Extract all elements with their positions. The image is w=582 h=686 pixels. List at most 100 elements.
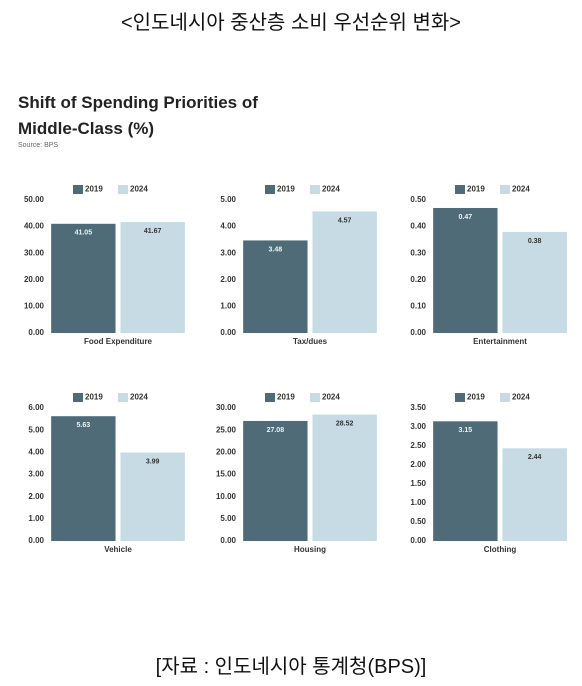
bar: [433, 421, 498, 541]
y-tick-label: 1.00: [410, 498, 426, 507]
value-label: 3.48: [269, 246, 283, 253]
legend-swatch: [455, 393, 465, 402]
bar: [120, 452, 185, 541]
legend-swatch: [500, 393, 510, 402]
legend-swatch: [73, 393, 83, 402]
y-tick-label: 30.00: [216, 403, 237, 412]
bar: [51, 223, 116, 333]
y-tick-label: 0.50: [410, 517, 426, 526]
value-label: 2.44: [528, 454, 542, 461]
legend-label: 2024: [322, 185, 340, 194]
source: Source: BPS: [18, 142, 59, 149]
y-tick-label: 0.00: [220, 536, 236, 545]
y-tick-label: 0.20: [410, 275, 426, 284]
y-tick-label: 3.00: [410, 422, 426, 431]
y-tick-label: 0.30: [410, 248, 426, 257]
legend-label: 2019: [85, 185, 103, 194]
y-tick-label: 0.40: [410, 222, 426, 231]
x-tick-label: Entertainment: [473, 337, 527, 346]
value-label: 4.57: [338, 217, 352, 224]
y-tick-label: 4.00: [220, 222, 236, 231]
y-tick-label: 2.00: [410, 460, 426, 469]
legend-swatch: [118, 393, 128, 402]
y-tick-label: 5.00: [220, 514, 236, 523]
bar: [243, 240, 308, 333]
value-label: 27.08: [267, 427, 285, 434]
value-label: 3.15: [459, 427, 473, 434]
value-label: 41.05: [75, 230, 93, 237]
y-tick-label: 40.00: [24, 222, 45, 231]
legend-label: 2019: [277, 185, 295, 194]
y-tick-label: 25.00: [216, 425, 237, 434]
y-tick-label: 0.00: [220, 328, 236, 337]
legend-label: 2024: [512, 185, 530, 194]
bar: [502, 448, 567, 541]
legend-label: 2024: [130, 185, 148, 194]
y-tick-label: 15.00: [216, 470, 237, 479]
y-tick-label: 0.00: [28, 328, 44, 337]
y-tick-label: 0.00: [410, 328, 426, 337]
legend-swatch: [118, 185, 128, 194]
bar: [502, 231, 567, 333]
bar: [312, 211, 377, 333]
y-tick-label: 0.00: [410, 536, 426, 545]
value-label: 3.99: [146, 458, 160, 465]
chart-title: Shift of Spending Priorities of Middle-C…: [18, 93, 258, 138]
y-tick-label: 10.00: [216, 492, 237, 501]
value-label: 0.38: [528, 238, 542, 245]
y-tick-label: 30.00: [24, 248, 45, 257]
y-tick-label: 0.50: [410, 195, 426, 204]
value-label: 5.63: [77, 422, 91, 429]
legend-swatch: [73, 185, 83, 194]
value-label: 28.52: [336, 420, 354, 427]
x-tick-label: Tax/dues: [293, 337, 328, 346]
bar: [312, 414, 377, 541]
legend-swatch: [500, 185, 510, 194]
legend-label: 2024: [130, 393, 148, 402]
x-tick-label: Food Expenditure: [84, 337, 153, 346]
x-tick-label: Housing: [294, 545, 326, 554]
x-tick-label: Clothing: [484, 545, 517, 554]
legend-label: 2019: [467, 185, 485, 194]
value-label: 0.47: [459, 214, 473, 221]
legend-label: 2019: [277, 393, 295, 402]
x-tick-label: Vehicle: [104, 545, 132, 554]
y-tick-label: 2.50: [410, 441, 426, 450]
y-tick-label: 3.00: [220, 248, 236, 257]
y-tick-label: 3.00: [28, 470, 44, 479]
bar: [51, 416, 116, 541]
legend-swatch: [265, 393, 275, 402]
y-tick-label: 50.00: [24, 195, 45, 204]
page-title: <인도네시아 중산층 소비 우선순위 변화>: [121, 12, 461, 34]
y-tick-label: 5.00: [220, 195, 236, 204]
y-tick-label: 1.50: [410, 479, 426, 488]
y-tick-label: 2.00: [28, 492, 44, 501]
y-tick-label: 10.00: [24, 302, 45, 311]
legend-label: 2024: [322, 393, 340, 402]
legend-label: 2019: [467, 393, 485, 402]
y-tick-label: 0.10: [410, 302, 426, 311]
legend-swatch: [310, 185, 320, 194]
y-tick-label: 2.00: [220, 275, 236, 284]
legend-swatch: [455, 185, 465, 194]
y-tick-label: 20.00: [216, 447, 237, 456]
y-tick-label: 3.50: [410, 403, 426, 412]
y-tick-label: 6.00: [28, 403, 44, 412]
y-tick-label: 1.00: [28, 514, 44, 523]
y-tick-label: 20.00: [24, 275, 45, 284]
bar: [120, 222, 185, 333]
y-tick-label: 4.00: [28, 447, 44, 456]
value-label: 41.67: [144, 228, 162, 235]
caption: [자료 : 인도네시아 통계청(BPS)]: [155, 656, 427, 678]
y-tick-label: 1.00: [220, 302, 236, 311]
legend-label: 2019: [85, 393, 103, 402]
y-tick-label: 5.00: [28, 425, 44, 434]
bar: [243, 420, 308, 541]
legend-swatch: [265, 185, 275, 194]
legend-label: 2024: [512, 393, 530, 402]
y-tick-label: 0.00: [28, 536, 44, 545]
bar: [433, 207, 498, 333]
legend-swatch: [310, 393, 320, 402]
